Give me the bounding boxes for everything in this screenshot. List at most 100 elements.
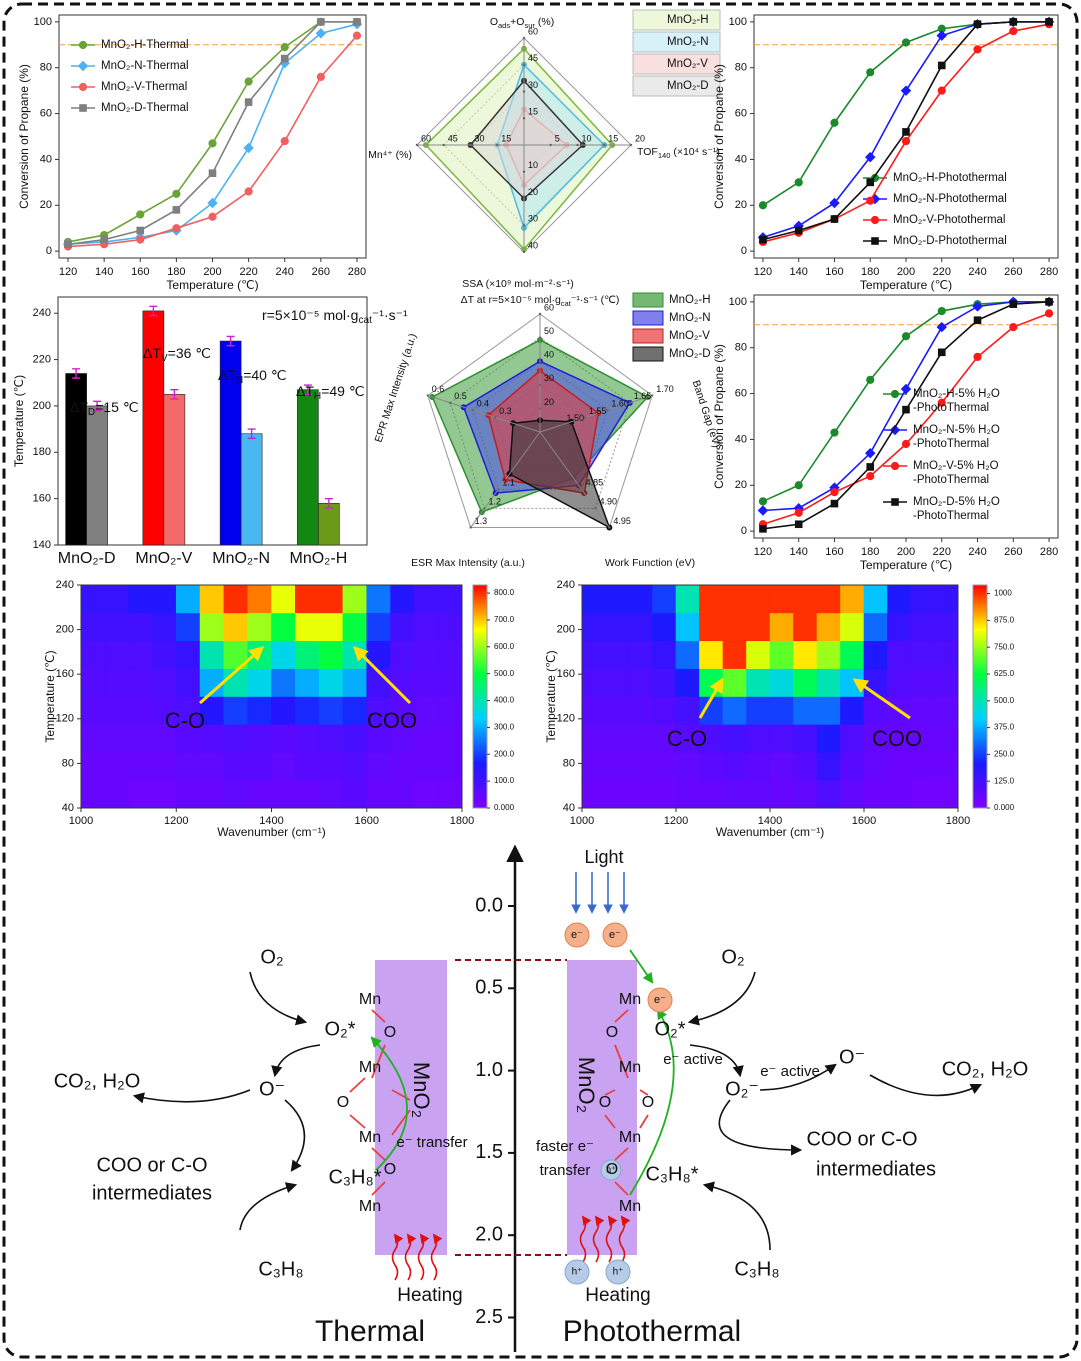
scheme-label: C₃H₈*: [328, 1166, 381, 1188]
radar-tick-label: 15: [501, 133, 511, 143]
radar-ring: [427, 313, 653, 528]
point: [901, 439, 911, 449]
annotation-arrow: [352, 645, 412, 705]
heat-cell: [437, 751, 463, 781]
text-part: r=5×10⁻⁵ mol·g: [262, 307, 358, 323]
radar-tick-label: 45: [528, 53, 538, 63]
x-tick-label: 160: [131, 266, 149, 278]
radar-tick: [426, 394, 429, 397]
x-tick-label: 220: [239, 266, 257, 278]
radar-tick-label: 1.55: [589, 406, 607, 416]
y-tick-label: 60: [735, 387, 747, 399]
heat-cell: [934, 668, 959, 697]
scheme-shapes: [132, 844, 983, 1352]
point: [973, 352, 982, 361]
error-bar: [170, 389, 179, 400]
colorbar-tick-label: 200.0: [494, 749, 515, 758]
heat-cell: [414, 779, 439, 809]
legend-marker: [78, 40, 88, 50]
heat-cell: [199, 584, 225, 614]
radar-tick: [561, 423, 564, 426]
heat-cell: [175, 640, 201, 669]
y-tick-label: 40: [62, 802, 74, 814]
legend-marker: [77, 60, 89, 72]
colorbar-tick-label: 100.0: [494, 776, 515, 785]
heat-cell: [271, 612, 296, 642]
radar-tick-label: 40: [528, 240, 538, 250]
heat-cell: [675, 640, 700, 669]
scheme-label: O: [384, 1024, 396, 1041]
heat-cell: [581, 779, 606, 809]
heat-cell: [793, 640, 818, 669]
heat-cell: [295, 724, 320, 753]
heat-cell: [628, 584, 653, 614]
y-tick-label: 160: [33, 493, 51, 505]
point: [100, 235, 108, 244]
heat-cell: [699, 640, 724, 669]
heat-cell: [675, 584, 700, 614]
radar-tick: [522, 197, 526, 200]
point: [902, 128, 910, 136]
heat-cell: [746, 779, 771, 809]
colorbar-tick-label: 875.0: [994, 615, 1015, 624]
text-part: TOF: [637, 146, 658, 158]
heat-cell: [769, 751, 794, 781]
radar-tick: [496, 143, 499, 147]
text-part: sur: [524, 21, 535, 30]
heat-cell: [80, 724, 106, 753]
colorbar-tick-label: 500.0: [994, 696, 1015, 705]
heat-cell: [887, 584, 912, 614]
heat-cell: [746, 668, 771, 697]
heat-cell: [581, 724, 606, 753]
radar-axis-label: ESR Max Intensity (a.u.): [411, 557, 525, 569]
radar-tick-label: 60: [421, 133, 431, 143]
x-axis-label: Wavenumber (cm⁻¹): [716, 825, 825, 839]
x-tick-label: 120: [754, 546, 772, 558]
scheme-label: MnO₂: [574, 1057, 599, 1113]
heat-cell: [840, 779, 865, 809]
legend-swatch: [632, 53, 721, 75]
point: [759, 235, 767, 244]
point: [757, 505, 769, 516]
point: [352, 31, 362, 40]
point: [937, 398, 946, 407]
heat-cell: [699, 751, 724, 781]
heat-cell: [910, 584, 935, 614]
heat-cell: [934, 724, 959, 753]
x-tick-label: MnO₂-N: [212, 550, 270, 567]
radar-tick-label: 1.1: [502, 478, 515, 488]
radar-tick-label: 4.90: [599, 497, 617, 507]
point: [207, 197, 218, 209]
series-line: [762, 301, 1050, 503]
heat-cell: [699, 584, 724, 614]
heat-cell: [769, 724, 794, 753]
point: [900, 85, 912, 96]
heat-cell: [628, 751, 653, 781]
scheme-label: COO or C-O: [96, 1154, 207, 1176]
radar-tick-label: 20: [635, 133, 645, 143]
heat-cell: [652, 668, 677, 697]
point: [758, 201, 768, 210]
legend-label: MnO₂-H-5% H₂O -PhotoThermal: [913, 388, 1000, 414]
heat-cell: [318, 751, 344, 781]
legend-label: MnO₂-N: [667, 36, 709, 48]
error-bar: [324, 497, 333, 509]
x-tick-label: 180: [861, 266, 879, 278]
heat-cell: [342, 779, 368, 809]
radar-tick: [580, 488, 583, 491]
y-tick-label: 100: [729, 296, 747, 308]
radar-tick: [629, 143, 633, 147]
heat-cell: [699, 612, 724, 642]
heat-cell: [628, 640, 653, 669]
heat-cell: [152, 584, 177, 614]
heat-cell: [437, 724, 463, 753]
heat-cell: [887, 779, 912, 809]
legend-swatch: [632, 346, 664, 362]
scheme-label: O₂*: [654, 1018, 685, 1040]
heat-cell: [414, 640, 439, 669]
point: [243, 142, 254, 154]
heat-cell: [271, 696, 296, 725]
scheme-label: Mn: [359, 1129, 381, 1146]
series-line: [67, 21, 357, 243]
point: [1009, 26, 1018, 36]
